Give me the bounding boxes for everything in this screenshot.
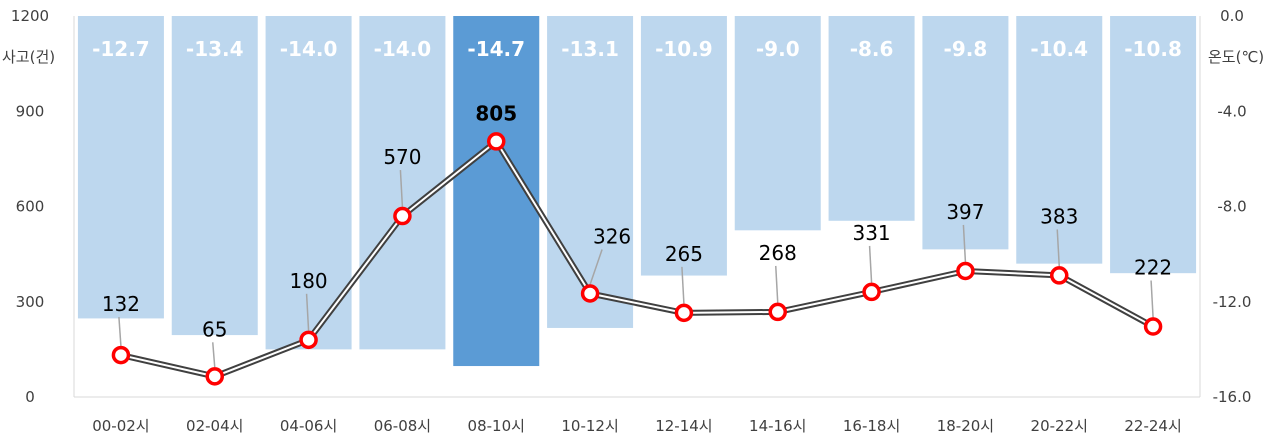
leader-line-6 (681, 266, 685, 304)
temperature-bar-label-10: -10.4 (1030, 37, 1088, 61)
accident-marker-1 (205, 367, 224, 386)
temperature-bar-0 (77, 16, 164, 319)
x-tick-4: 08-10시 (468, 417, 525, 435)
accident-label-10: 383 (1040, 204, 1078, 228)
accident-label-3: 570 (383, 145, 421, 169)
right-tick-0: 0.0 (1220, 7, 1244, 25)
temperature-bar-10 (1016, 16, 1103, 264)
accident-marker-8 (862, 282, 881, 302)
x-tick-labels: 00-02시 02-04시 04-06시 06-08시 08-10시 10-12시 12-1… (92, 417, 1182, 435)
leader-line-3 (399, 169, 404, 208)
markers-group (111, 132, 1163, 386)
temperature-bar-11 (1110, 16, 1197, 274)
leaders-group (118, 169, 1154, 368)
accident-marker-2 (299, 330, 318, 350)
bars-group (77, 16, 1197, 367)
accident-label-2: 180 (289, 269, 327, 293)
x-tick-9: 18-20시 (937, 417, 994, 435)
left-tick-0: 1200 (11, 7, 49, 25)
accident-marker-4 (487, 132, 506, 151)
leader-line-7 (775, 265, 779, 303)
right-tick-3: -12.0 (1213, 293, 1252, 311)
x-tick-2: 04-06시 (280, 417, 337, 435)
point-labels-group: 132 65 180 570 805 326 265 268 331 397 383 222 (102, 101, 1172, 341)
temperature-bar-label-8: -8.6 (850, 37, 894, 61)
accident-marker-0 (111, 345, 131, 365)
right-tick-4: -16.0 (1213, 388, 1252, 406)
accident-marker-6 (674, 303, 694, 323)
x-tick-5: 10-12시 (561, 417, 618, 435)
accident-label-5: 326 (593, 224, 631, 248)
right-axis-title: 온도(℃) (1208, 48, 1264, 66)
x-tick-8: 16-18시 (843, 417, 900, 435)
left-tick-2: 600 (16, 198, 45, 216)
accident-marker-9 (956, 261, 975, 281)
x-tick-0: 00-02시 (92, 417, 149, 435)
leader-line-9 (962, 224, 967, 262)
accident-marker-7 (768, 302, 787, 322)
left-axis-title: 사고(건) (2, 48, 55, 66)
accident-label-4: 805 (475, 101, 517, 125)
leader-line-0 (118, 317, 122, 347)
accident-marker-5 (580, 284, 600, 303)
x-tick-7: 14-16시 (749, 417, 806, 435)
temperature-bar-label-1: -13.4 (186, 37, 244, 61)
left-tick-3: 300 (16, 293, 45, 311)
temperature-bar-3 (359, 16, 446, 350)
accident-label-7: 268 (759, 241, 797, 265)
right-tick-labels: 0.0 -4.0 -8.0 -12.0 -16.0 (1213, 7, 1252, 406)
leader-line-10 (1056, 229, 1060, 267)
accident-label-9: 397 (946, 200, 984, 224)
temperature-bar-label-6: -10.9 (655, 37, 713, 61)
x-tick-6: 12-14시 (655, 417, 712, 435)
temperature-bar-label-0: -12.7 (92, 37, 150, 61)
temperature-bar-2 (265, 16, 352, 350)
temperature-bar-label-7: -9.0 (756, 37, 800, 61)
temperature-bar-7 (734, 16, 821, 231)
temperature-bar-label-4: -14.7 (467, 37, 525, 61)
leader-line-8 (868, 245, 873, 283)
temperature-bar-label-3: -14.0 (374, 37, 432, 61)
accident-marker-3 (393, 206, 412, 226)
temperature-bar-6 (640, 16, 727, 276)
temperature-bar-label-9: -9.8 (944, 37, 988, 61)
leader-line-2 (305, 293, 310, 331)
temperature-bar-label-2: -14.0 (280, 37, 338, 61)
bar-labels-group: -12.7 -13.4 -14.0 -14.0 -14.7 -13.1 -10.9 -9.0 -… (92, 37, 1182, 61)
left-tick-labels: 1200 900 600 300 0 (11, 7, 49, 406)
left-tick-4: 0 (25, 388, 35, 406)
temperature-bar-8 (828, 16, 915, 221)
x-tick-10: 20-22시 (1031, 417, 1088, 435)
temperature-bar-9 (922, 16, 1009, 250)
leader-line-11 (1150, 280, 1154, 318)
leader-line-1 (212, 342, 216, 368)
right-tick-2: -8.0 (1217, 198, 1246, 216)
right-tick-1: -4.0 (1217, 102, 1246, 120)
accident-label-1: 65 (202, 317, 227, 341)
accident-marker-10 (1050, 266, 1069, 285)
line-series-group (120, 138, 1155, 380)
accident-label-6: 265 (665, 242, 703, 266)
accident-marker-11 (1143, 317, 1163, 336)
temperature-bar-1 (171, 16, 258, 336)
accident-label-0: 132 (102, 292, 140, 316)
leader-line-5 (589, 249, 603, 285)
x-tick-3: 06-08시 (374, 417, 431, 435)
temperature-bar-label-5: -13.1 (561, 37, 619, 61)
accident-label-8: 331 (852, 221, 890, 245)
x-tick-1: 02-04시 (186, 417, 243, 435)
temperature-bar-5 (547, 16, 634, 328)
x-tick-11: 22-24시 (1124, 417, 1181, 435)
temperature-bar-label-11: -10.8 (1124, 37, 1182, 61)
left-tick-1: 900 (16, 102, 45, 120)
accident-line-inner (120, 140, 1154, 378)
accident-label-11: 222 (1134, 256, 1172, 280)
